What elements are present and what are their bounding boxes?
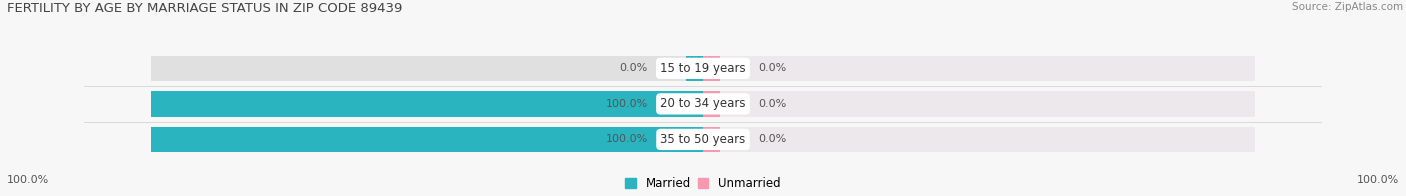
Bar xyxy=(703,56,720,81)
Bar xyxy=(703,91,1256,117)
Text: 0.0%: 0.0% xyxy=(758,63,786,73)
Bar xyxy=(150,91,703,117)
Text: Source: ZipAtlas.com: Source: ZipAtlas.com xyxy=(1292,2,1403,12)
Text: 0.0%: 0.0% xyxy=(758,99,786,109)
Legend: Married, Unmarried: Married, Unmarried xyxy=(626,177,780,190)
Text: 15 to 19 years: 15 to 19 years xyxy=(661,62,745,75)
Bar xyxy=(686,56,703,81)
Text: FERTILITY BY AGE BY MARRIAGE STATUS IN ZIP CODE 89439: FERTILITY BY AGE BY MARRIAGE STATUS IN Z… xyxy=(7,2,402,15)
Bar xyxy=(150,127,703,152)
Bar xyxy=(703,56,1256,81)
Text: 0.0%: 0.0% xyxy=(620,63,648,73)
Bar xyxy=(703,127,1256,152)
Bar xyxy=(703,127,720,152)
Text: 100.0%: 100.0% xyxy=(1357,175,1399,185)
Text: 100.0%: 100.0% xyxy=(606,99,648,109)
Text: 100.0%: 100.0% xyxy=(7,175,49,185)
Bar xyxy=(150,91,703,117)
Text: 20 to 34 years: 20 to 34 years xyxy=(661,97,745,110)
Bar xyxy=(150,56,703,81)
Text: 100.0%: 100.0% xyxy=(606,134,648,144)
Text: 0.0%: 0.0% xyxy=(758,134,786,144)
Bar xyxy=(150,127,703,152)
Text: 35 to 50 years: 35 to 50 years xyxy=(661,133,745,146)
Bar xyxy=(703,91,720,117)
